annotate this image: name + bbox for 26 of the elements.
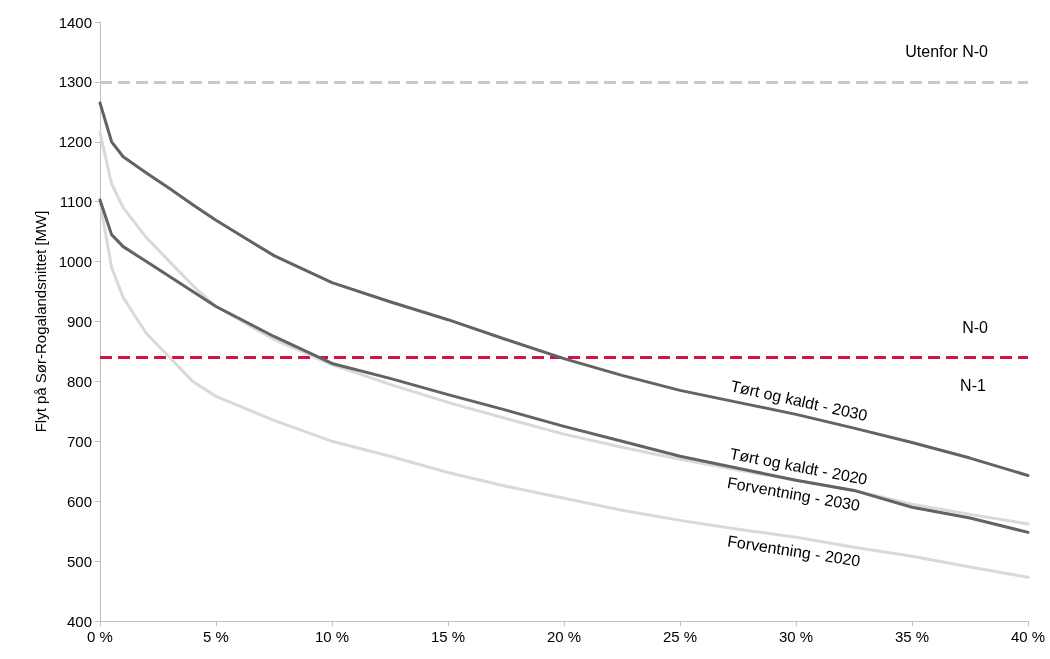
y-tick-label: 1000 <box>58 253 92 271</box>
x-tick-label: 25 % <box>662 628 698 645</box>
x-tick-label: 5 % <box>203 628 229 645</box>
y-tick-label: 1100 <box>59 193 92 211</box>
text: Forventning - 2020 <box>726 532 862 570</box>
y-tick-label: 400 <box>66 612 92 630</box>
x-tick-label: 10 % <box>314 628 350 645</box>
y-tick-label: 700 <box>66 432 92 450</box>
y-tick-label: 600 <box>66 492 92 510</box>
x-tick-label: 35 % <box>894 628 930 645</box>
x-tick-label: 30 % <box>778 628 814 645</box>
x-tick-label: 15 % <box>430 628 466 645</box>
y-tick-label: 1400 <box>58 13 92 31</box>
annotation: N-1 <box>960 376 986 394</box>
x-tick-label: 0 % <box>87 628 113 645</box>
y-tick-label: 1200 <box>58 133 92 151</box>
y-tick-label: 800 <box>66 372 92 390</box>
ref-line-label: N-0 <box>962 318 989 336</box>
y-axis-title: Flyt på Sør-Rogalandsnittet [MW] <box>31 210 49 433</box>
ref-line-label: Utenfor N-0 <box>905 43 989 61</box>
y-tick-label: 500 <box>66 552 92 570</box>
y-tick-label: 900 <box>66 313 92 330</box>
text: Tørt og kaldt - 2030 <box>729 377 870 425</box>
x-tick-label: 20 % <box>546 628 582 645</box>
x-tick-label: 40 % <box>1010 628 1046 645</box>
y-tick-label: 1300 <box>58 73 92 91</box>
